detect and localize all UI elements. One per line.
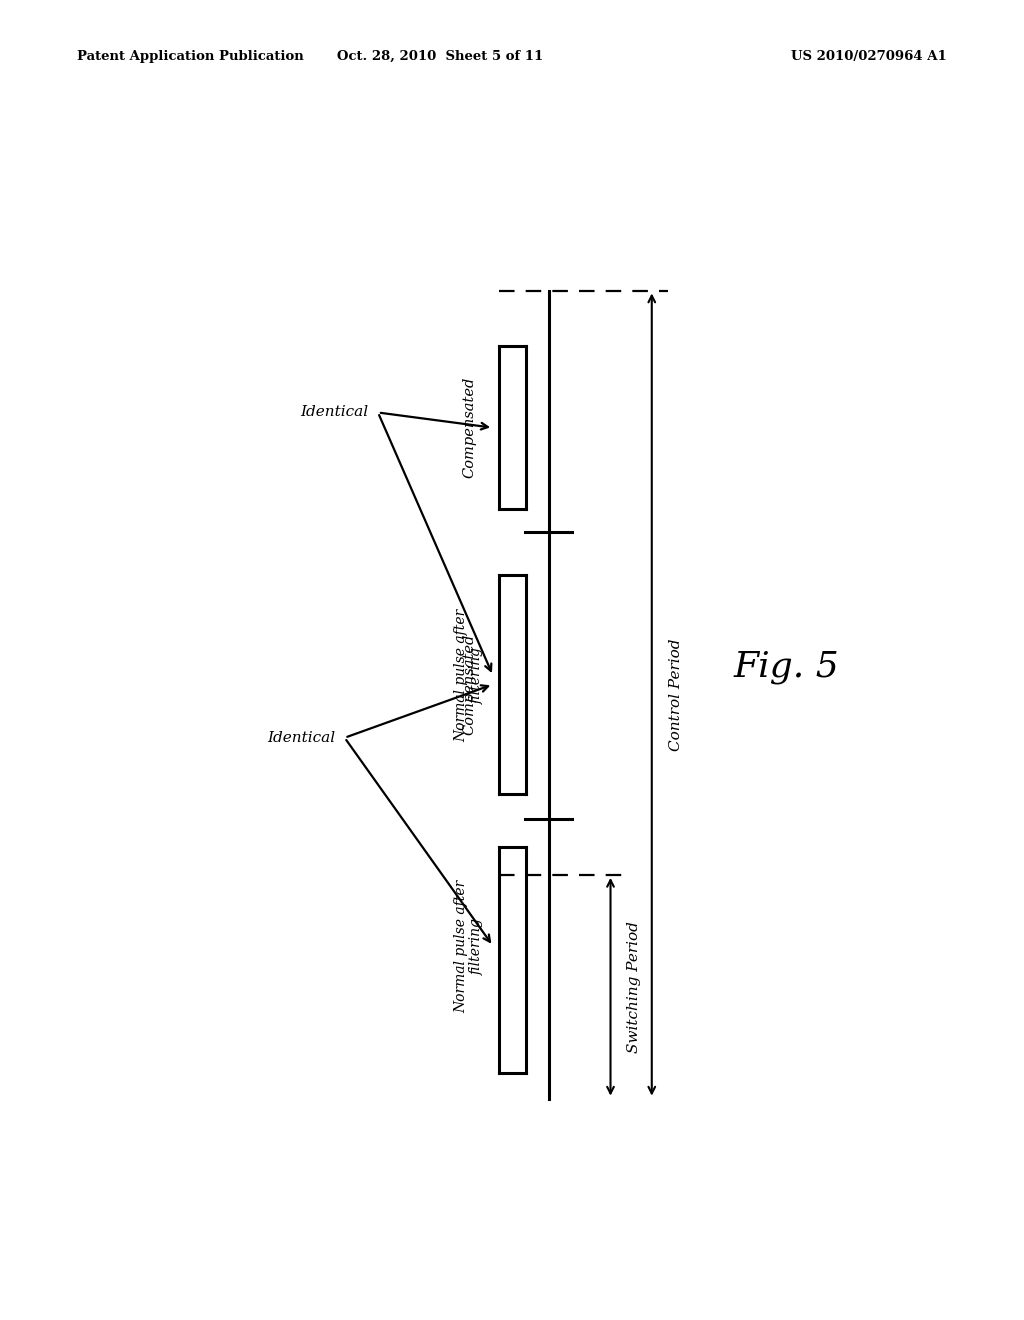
Text: Control Period: Control Period xyxy=(669,639,683,751)
Text: Identical: Identical xyxy=(300,405,369,420)
Text: Oct. 28, 2010  Sheet 5 of 11: Oct. 28, 2010 Sheet 5 of 11 xyxy=(337,50,544,63)
Text: Normal pulse after
filtering: Normal pulse after filtering xyxy=(455,879,484,1012)
Text: Compensated: Compensated xyxy=(462,378,476,478)
Text: Fig. 5: Fig. 5 xyxy=(734,649,840,684)
Text: US 2010/0270964 A1: US 2010/0270964 A1 xyxy=(792,50,947,63)
Text: Patent Application Publication: Patent Application Publication xyxy=(77,50,303,63)
Text: Identical: Identical xyxy=(267,731,335,744)
Text: Compensated: Compensated xyxy=(462,634,476,735)
Text: Switching Period: Switching Period xyxy=(628,921,641,1053)
Text: Normal pulse after
filtering: Normal pulse after filtering xyxy=(455,609,484,742)
